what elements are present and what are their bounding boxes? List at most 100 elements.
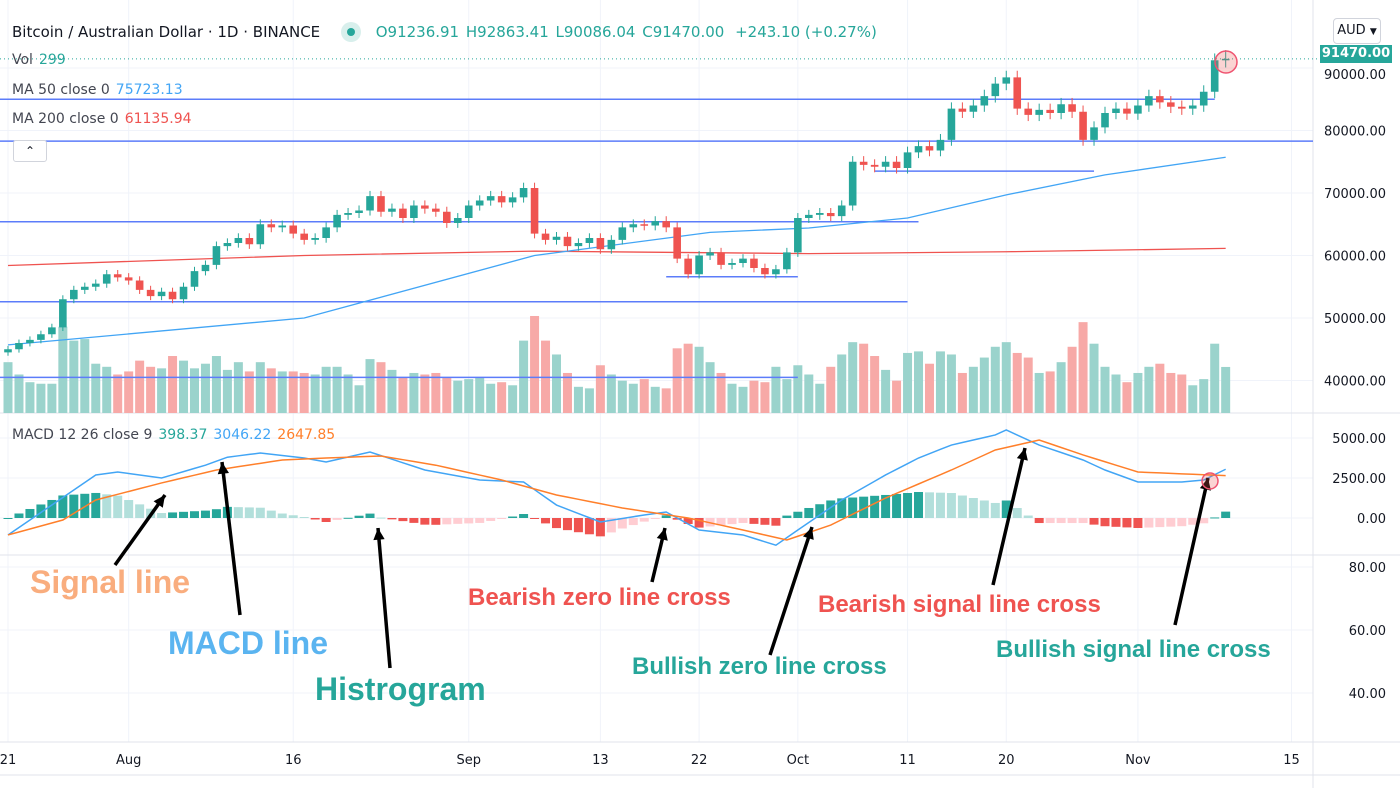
candle <box>629 219 638 233</box>
arrow-head <box>656 528 668 541</box>
annotation-macd-line: MACD line <box>168 625 328 661</box>
volume-bar <box>321 366 331 413</box>
annotation-signal-line: Signal line <box>30 564 191 600</box>
ma200-value: 61135.94 <box>124 111 192 127</box>
volume-legend[interactable]: Vol 299 <box>12 52 72 68</box>
candle-body <box>859 161 868 165</box>
candle-body <box>925 146 934 151</box>
volume-bar <box>288 371 298 413</box>
histogram-bar <box>716 518 726 526</box>
candle <box>432 203 440 217</box>
volume-bar <box>1089 343 1099 413</box>
candle-body <box>651 221 660 226</box>
histogram-bar <box>124 500 134 518</box>
volume-bar <box>310 374 320 413</box>
candle-body <box>421 205 429 209</box>
annotation-bearish-zero-cross: Bearish zero line cross <box>468 584 731 611</box>
volume-bar <box>606 374 616 413</box>
candle <box>1177 100 1186 115</box>
histogram-bar <box>409 518 419 523</box>
volume-bar <box>266 368 276 413</box>
histogram-bar <box>782 515 792 518</box>
volume-bar <box>36 383 46 413</box>
price-tick-label: 70000.00 <box>1324 187 1386 202</box>
volume-bar <box>244 371 254 413</box>
candle <box>212 241 221 270</box>
ma50-legend[interactable]: MA 50 close 0 75723.13 <box>12 82 189 98</box>
candle <box>706 247 714 260</box>
collapse-legend-button[interactable]: ⌃ <box>13 140 47 162</box>
histogram-bar <box>617 518 627 529</box>
candle <box>892 156 901 174</box>
histogram-bar <box>1012 508 1022 518</box>
volume-bar <box>157 368 167 413</box>
volume-bar <box>749 380 759 413</box>
volume-bar <box>892 380 902 413</box>
histogram-bar <box>1210 517 1220 519</box>
candle-body <box>1057 104 1065 113</box>
volume-bar <box>179 360 189 413</box>
candle <box>1167 96 1175 114</box>
histogram-bar <box>1067 518 1077 524</box>
last-price-label: 91470.00 <box>1320 45 1392 63</box>
candle-body <box>223 243 232 247</box>
annotation-bullish-signal-cross: Bullish signal line cross <box>996 636 1271 663</box>
candle-body <box>234 238 243 243</box>
volume-bar <box>168 356 178 413</box>
candle-body <box>892 161 901 168</box>
histogram-bar <box>870 495 880 518</box>
volume-bar <box>870 356 880 413</box>
candle-body <box>870 164 879 167</box>
candle <box>91 279 100 291</box>
candle <box>190 266 199 291</box>
histogram-bar <box>541 518 551 524</box>
candle-body <box>453 218 462 223</box>
volume-bar <box>398 377 408 413</box>
volume-bar <box>848 342 858 413</box>
candle-body <box>991 83 1000 97</box>
arrow-head <box>373 528 385 541</box>
histogram-bar <box>200 510 210 518</box>
volume-bar <box>200 363 210 413</box>
volume-bar <box>1199 379 1209 413</box>
histogram-bar <box>299 517 309 518</box>
candle <box>969 99 978 118</box>
histogram-bar <box>595 518 605 537</box>
time-tick-label: 15 <box>1283 753 1300 768</box>
highlight-circle <box>1214 50 1238 74</box>
volume-bar <box>760 382 770 413</box>
candle-body <box>1090 127 1098 140</box>
histogram-bar <box>310 518 320 520</box>
candle <box>728 258 736 270</box>
candle-body <box>355 210 363 213</box>
candle <box>826 207 835 222</box>
currency-label: AUD <box>1337 23 1366 38</box>
volume-bar <box>1056 362 1066 413</box>
candle-body <box>706 252 714 256</box>
volume-bar <box>968 366 978 413</box>
histogram-bar <box>14 513 24 518</box>
candle <box>168 287 177 304</box>
candle <box>552 232 561 245</box>
macd-legend[interactable]: MACD 12 26 close 9 398.37 3046.22 2647.85 <box>12 427 341 443</box>
candle <box>563 232 572 251</box>
candle-body <box>936 139 945 151</box>
candle <box>739 254 747 268</box>
volume-bar <box>903 352 913 413</box>
histogram-bar <box>168 512 178 518</box>
histogram-bar <box>1056 518 1066 524</box>
candle <box>1002 70 1011 91</box>
candle-body <box>1101 113 1109 128</box>
candle <box>958 102 967 118</box>
candle <box>289 220 298 239</box>
histogram-bar <box>914 492 924 518</box>
candle-body <box>267 224 276 228</box>
volume-bar <box>530 315 540 413</box>
time-tick-label: 16 <box>285 753 302 768</box>
candle-body <box>80 286 89 290</box>
annotation-arrow <box>373 527 392 669</box>
arrow-head <box>802 527 814 540</box>
currency-button[interactable]: AUD ▼ <box>1333 18 1381 44</box>
ma200-legend[interactable]: MA 200 close 0 61135.94 <box>12 111 198 127</box>
